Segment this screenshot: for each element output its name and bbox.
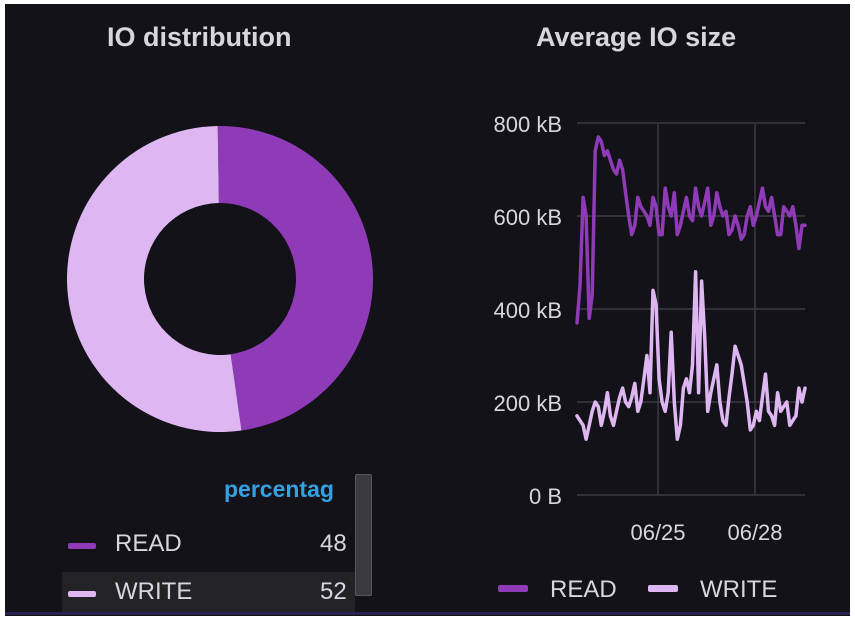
donut-slice-read[interactable] — [217, 126, 374, 431]
y-tick-label: 600 kB — [494, 205, 563, 230]
series-line-write[interactable] — [575, 270, 807, 441]
average-io-size-title: Average IO size — [536, 22, 737, 52]
legend-value-read: 48 — [320, 530, 347, 557]
write-legend-swatch-icon — [648, 585, 678, 592]
y-tick-label: 800 kB — [494, 112, 563, 137]
legend-label-write[interactable]: WRITE — [700, 576, 777, 603]
average-io-size-line-chart: 0 B 200 kB 400 kB 600 kB 800 kB 06/25 06/28 REA… — [494, 112, 807, 603]
x-tick-label: 06/28 — [727, 520, 782, 545]
x-tick-label: 06/25 — [630, 520, 685, 545]
legend-label-read: READ — [115, 530, 182, 557]
donut-slice-write[interactable] — [67, 126, 242, 432]
io-distribution-title: IO distribution — [107, 22, 292, 52]
read-legend-swatch-icon — [498, 585, 528, 592]
y-tick-label: 200 kB — [494, 391, 563, 416]
y-tick-label: 0 B — [529, 484, 562, 509]
series-line-read[interactable] — [575, 135, 807, 325]
y-tick-label: 400 kB — [494, 298, 563, 323]
io-distribution-donut-chart — [67, 126, 374, 432]
bottom-divider — [5, 612, 850, 615]
legend-row-write[interactable]: WRITE 52 — [62, 572, 355, 612]
write-swatch-icon — [68, 591, 96, 597]
legend-scrollbar[interactable] — [355, 474, 372, 596]
legend-column-header-percentage[interactable]: percentag — [224, 476, 334, 502]
legend-label-read[interactable]: READ — [550, 576, 617, 603]
io-distribution-legend-table: percentag READ 48 WRITE 52 — [62, 470, 355, 612]
legend-value-write: 52 — [320, 578, 347, 605]
read-swatch-icon — [68, 543, 96, 549]
legend-label-write: WRITE — [115, 578, 193, 605]
legend-row-read[interactable]: READ 48 — [62, 524, 355, 564]
